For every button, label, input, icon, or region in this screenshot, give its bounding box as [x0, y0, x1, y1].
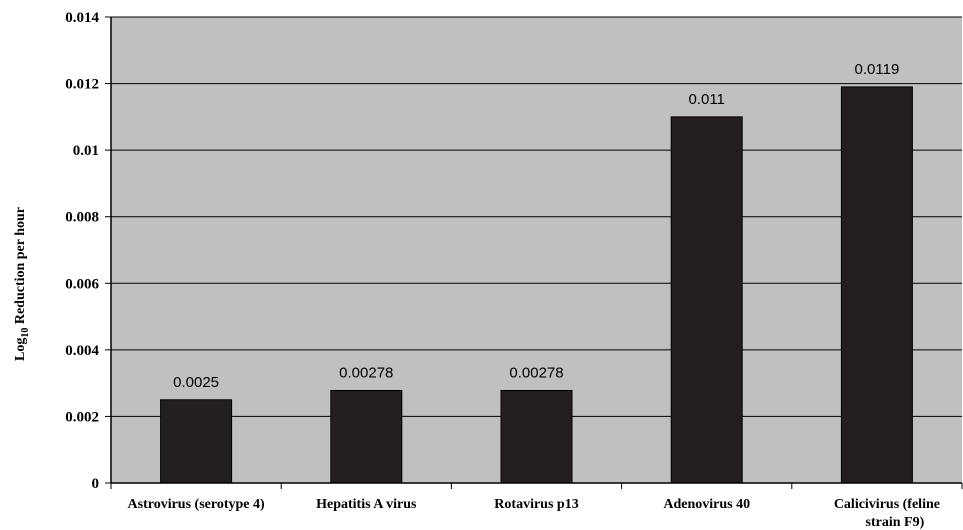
x-tick-label: Calicivirus (feline strain F9) — [834, 497, 940, 530]
y-tick-labels: 0 0.002 0.004 0.006 0.008 0.01 0.012 0.014 — [65, 10, 111, 492]
x-tick-label: Rotavirus p13 — [494, 497, 578, 512]
y-tick-label: 0.006 — [65, 276, 99, 292]
axes — [110, 17, 963, 489]
x-tick-label-line: Adenovirus 40 — [663, 497, 750, 512]
x-tick-label-line: Astrovirus (serotype 4) — [128, 497, 265, 512]
y-axis-title: Log10 Reduction per hour — [13, 207, 31, 361]
y-tick-label: 0.014 — [65, 10, 99, 26]
bar — [500, 389, 573, 484]
x-tick-label-line: strain F9) — [866, 515, 925, 530]
data-label: 0.00278 — [339, 364, 393, 381]
y-tick-label: 0.002 — [65, 409, 99, 425]
y-tick-label: 0.008 — [65, 210, 99, 226]
y-tick-label: 0.012 — [65, 77, 99, 93]
data-label: 0.011 — [688, 91, 724, 108]
x-tick-label-line: Rotavirus p13 — [494, 497, 578, 512]
gridlines — [111, 16, 962, 417]
x-tick-label: Adenovirus 40 — [663, 497, 750, 512]
bar — [840, 86, 913, 484]
data-label: 0.00278 — [509, 364, 563, 381]
data-labels: 0.0025 0.00278 0.00278 0.011 0.0119 — [173, 61, 899, 391]
data-label: 0.0119 — [855, 61, 900, 78]
x-tick-label: Astrovirus (serotype 4) — [128, 497, 265, 512]
bar — [160, 399, 233, 484]
x-tick-label-line: Calicivirus (feline — [834, 497, 940, 512]
y-tick-label: 0.004 — [65, 343, 99, 359]
bar — [330, 389, 403, 484]
data-label: 0.0025 — [173, 374, 219, 391]
x-tick-label: Hepatitis A virus — [316, 497, 417, 512]
y-tick-label: 0.01 — [73, 143, 99, 159]
bar — [670, 116, 743, 484]
x-tick-label-line: Hepatitis A virus — [316, 497, 417, 512]
x-tick-labels: Astrovirus (serotype 4) Hepatitis A virus… — [110, 483, 940, 530]
y-tick-label: 0 — [92, 476, 100, 492]
